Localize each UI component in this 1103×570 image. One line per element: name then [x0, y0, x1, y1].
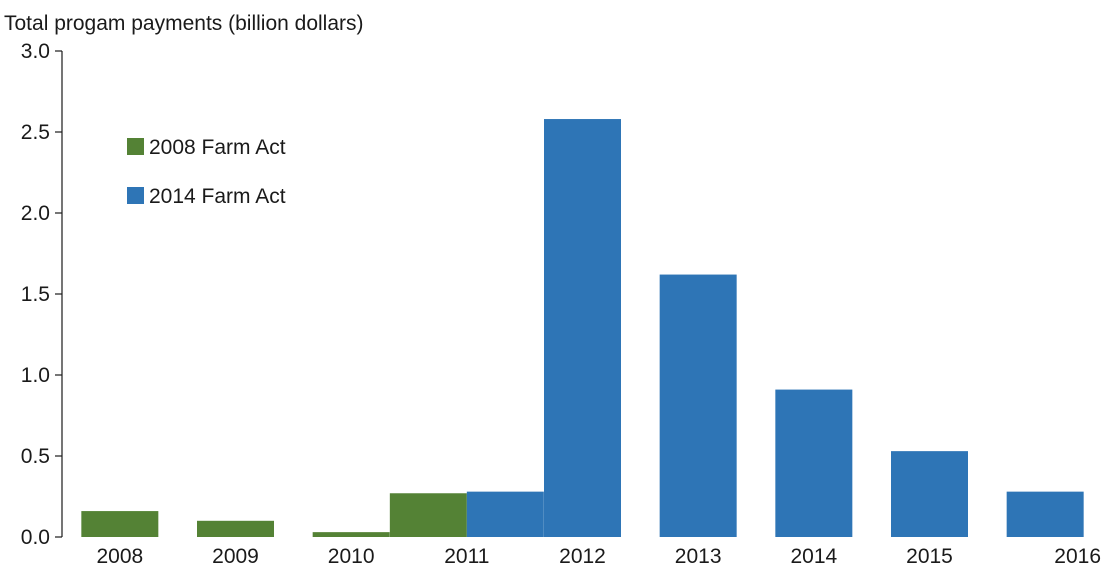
- legend: 2008 Farm Act 2014 Farm Act: [127, 136, 286, 208]
- bar-2009-s0: [197, 520, 274, 537]
- x-tick-label: 2009: [212, 545, 259, 565]
- legend-label-s1: 2014 Farm Act: [149, 185, 286, 208]
- y-tick-label: 1.0: [21, 364, 50, 387]
- bar-2013-s1: [659, 274, 737, 537]
- y-tick-label: 1.5: [21, 283, 50, 306]
- y-axis: 0.0 0.5 1.0 1.5 2.0 2.5 3.0: [21, 40, 63, 549]
- bar-2010-s0: [312, 532, 390, 537]
- y-tick-label: 2.5: [21, 121, 50, 144]
- bars: [81, 119, 1084, 537]
- legend-swatch-s0: [127, 138, 144, 155]
- x-tick-label: 2008: [96, 545, 143, 565]
- legend-swatch-s1: [127, 187, 144, 204]
- bar-2008-s0: [81, 511, 159, 537]
- x-tick-label: 2013: [675, 545, 722, 565]
- bar-2015-s1: [891, 451, 968, 537]
- bar-2016-s1: [1006, 491, 1084, 537]
- y-axis-label: Total progam payments (billion dollars): [4, 12, 364, 35]
- x-tick-label: 2012: [559, 545, 606, 565]
- y-tick-label: 3.0: [21, 40, 50, 63]
- x-tick-label: 2011: [444, 545, 489, 565]
- bar-2014-s1: [775, 389, 853, 537]
- bar-2012-s1: [544, 119, 621, 537]
- y-tick-label: 2.0: [21, 202, 50, 225]
- x-tick-label: 2014: [790, 545, 837, 565]
- x-tick-label: 2016: [1054, 545, 1101, 565]
- x-tick-label: 2010: [328, 545, 375, 565]
- x-axis-ticks: 2008 2009 2010 2011 2012 2013 2014 2015 2016: [96, 545, 1101, 568]
- x-tick-label: 2015: [906, 545, 953, 565]
- bar-2011-s0: [389, 493, 467, 537]
- y-tick-label: 0.5: [21, 445, 50, 468]
- y-tick-label: 0.0: [21, 526, 50, 549]
- bar-2011-s1: [466, 491, 544, 537]
- legend-label-s0: 2008 Farm Act: [149, 136, 286, 159]
